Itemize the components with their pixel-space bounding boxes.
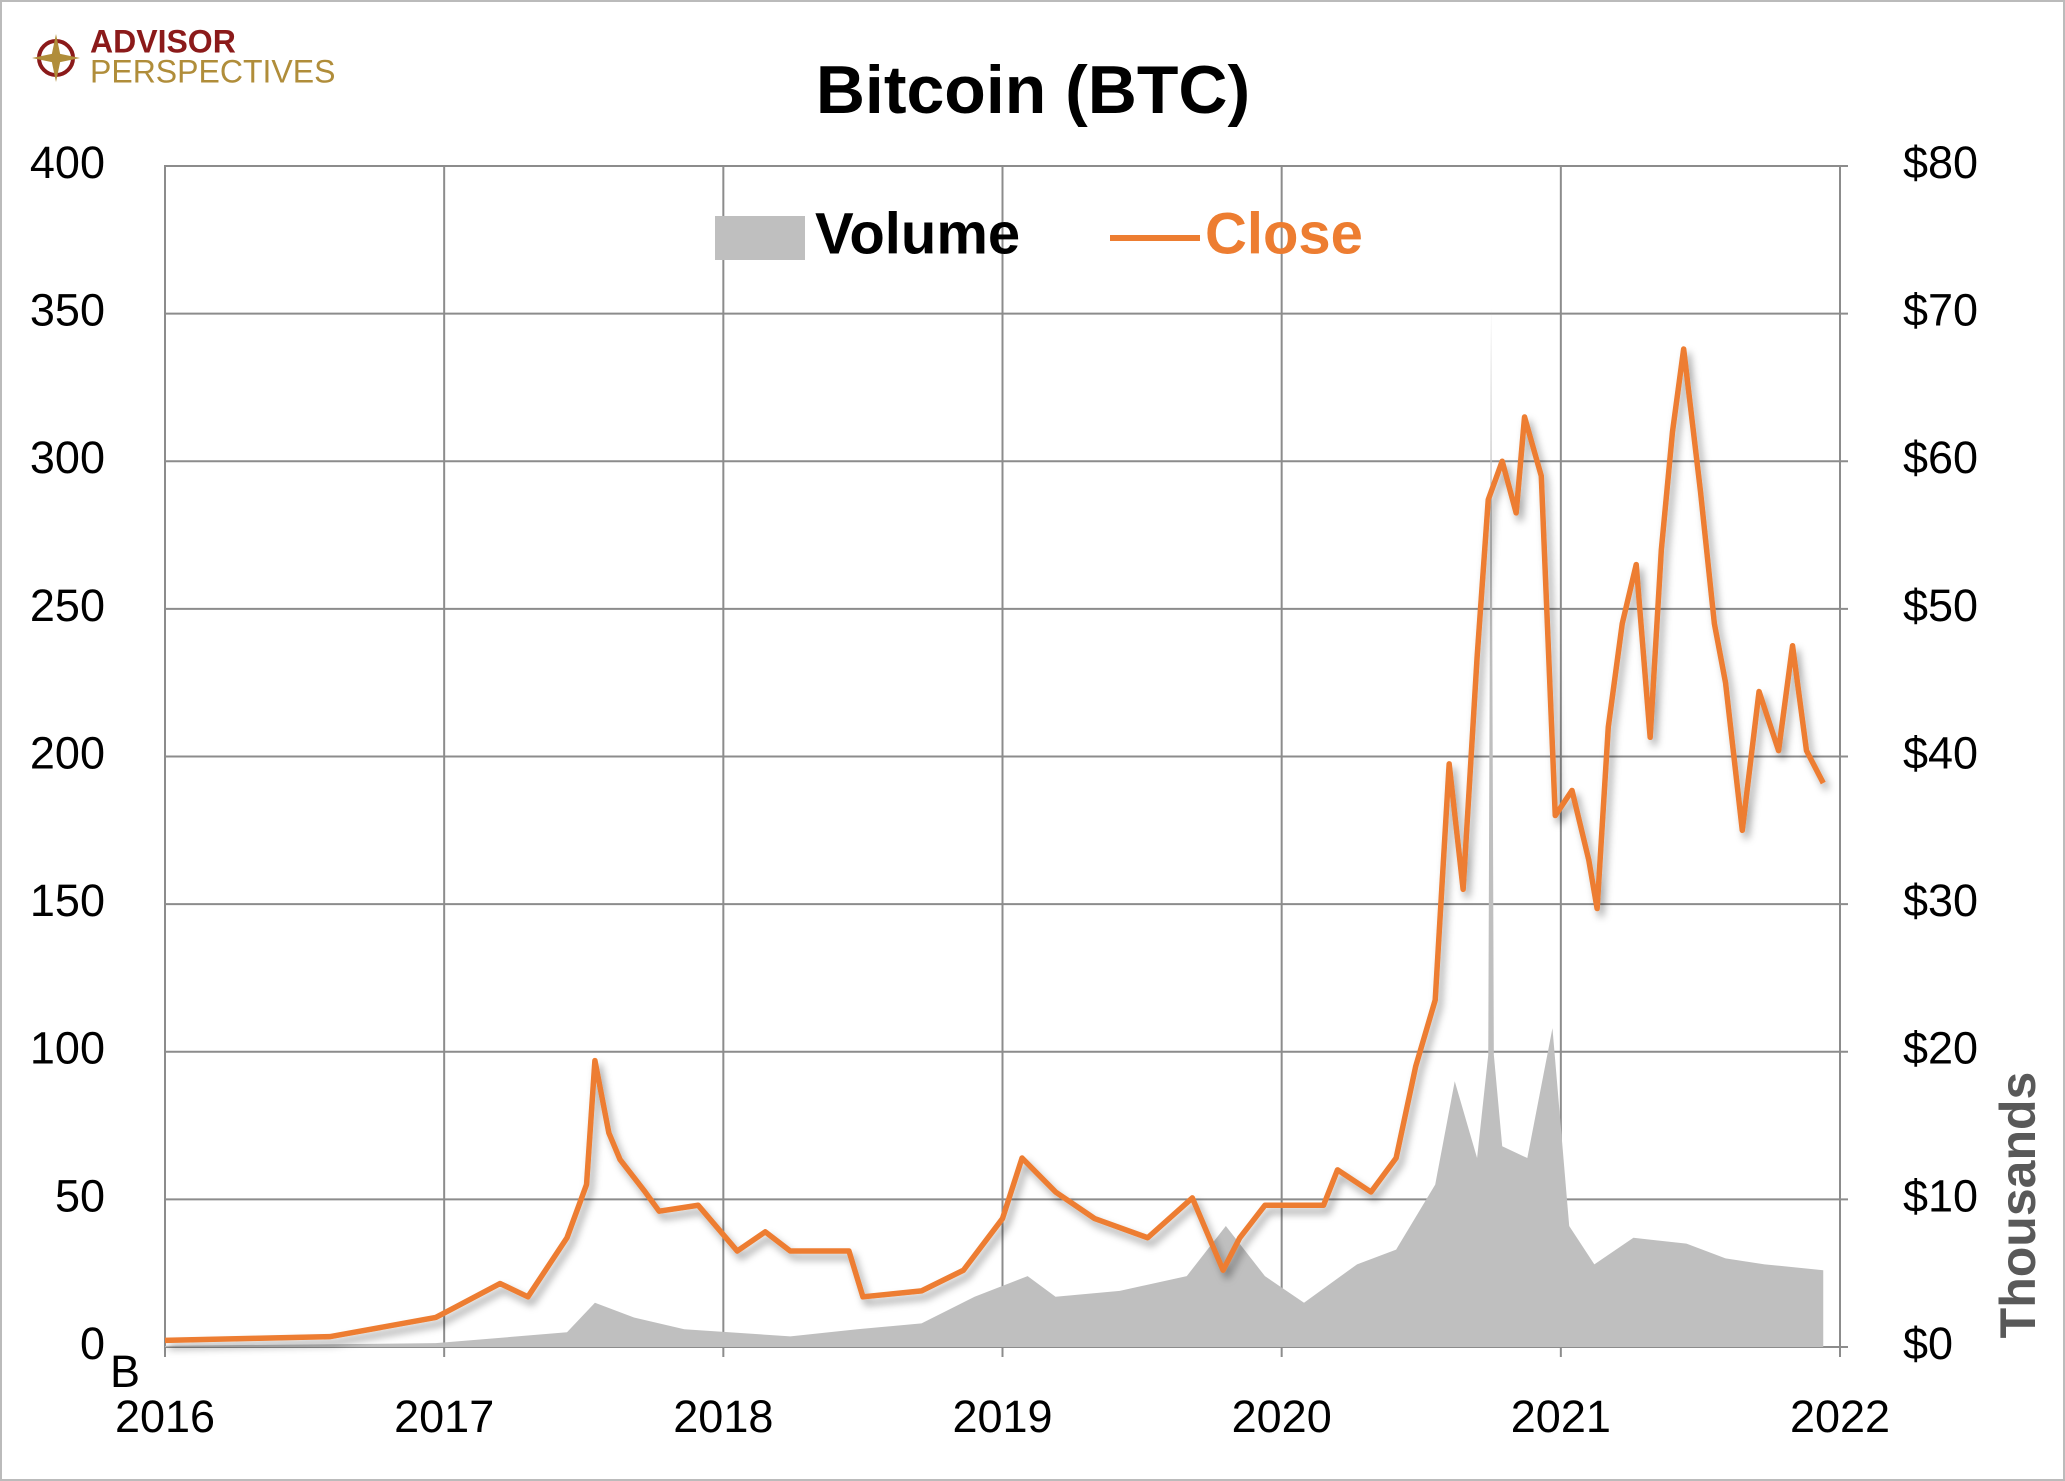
y-tick-label: 100 (30, 1023, 105, 1074)
y-tick-label: 250 (30, 580, 105, 631)
logo-star (32, 34, 80, 82)
volume-area (165, 307, 1824, 1348)
x-tick-label: 2022 (1790, 1391, 1890, 1442)
y2-tick-label: $40 (1903, 727, 1978, 778)
legend: Volume Close (715, 201, 1363, 266)
legend-label: Close (1205, 201, 1363, 266)
y2-tick-label: $60 (1903, 432, 1978, 483)
x-tick-label: 2021 (1511, 1391, 1611, 1442)
logo-text: ADVISOR (90, 23, 236, 59)
y-tick-label: 150 (30, 875, 105, 926)
y2-tick-label: $30 (1903, 875, 1978, 926)
y-tick-label: 300 (30, 432, 105, 483)
y2-tick-label: $20 (1903, 1023, 1978, 1074)
y-tick-label: 350 (30, 285, 105, 336)
y2-tick-label: $50 (1903, 580, 1978, 631)
legend-label: Volume (815, 201, 1020, 266)
close-line (164, 346, 1826, 1344)
y-tick-label: 400 (30, 137, 105, 188)
logo: ADVISOR PERSPECTIVES (32, 23, 335, 89)
y2-tick-label: $70 (1903, 285, 1978, 336)
x-tick-label: 2016 (115, 1391, 215, 1442)
y2-axis-label: Thousands (1990, 1072, 2046, 1339)
y2-tick-label: $10 (1903, 1170, 1978, 1221)
chart-title: Bitcoin (BTC) (816, 52, 1250, 128)
x-tick-label: 2019 (952, 1391, 1052, 1442)
legend-swatch (715, 216, 805, 260)
y2-tick-label: $0 (1903, 1318, 1953, 1369)
x-tick-label: 2017 (394, 1391, 494, 1442)
y-tick-label: 200 (30, 727, 105, 778)
x-tick-label: 2020 (1232, 1391, 1332, 1442)
y-tick-label: 50 (55, 1170, 105, 1221)
logo-text: PERSPECTIVES (90, 53, 335, 89)
x-tick-label: 2018 (673, 1391, 773, 1442)
y2-tick-label: $80 (1903, 137, 1978, 188)
y-axis-label: B (110, 1346, 140, 1397)
y-tick-label: 0 (80, 1318, 105, 1369)
